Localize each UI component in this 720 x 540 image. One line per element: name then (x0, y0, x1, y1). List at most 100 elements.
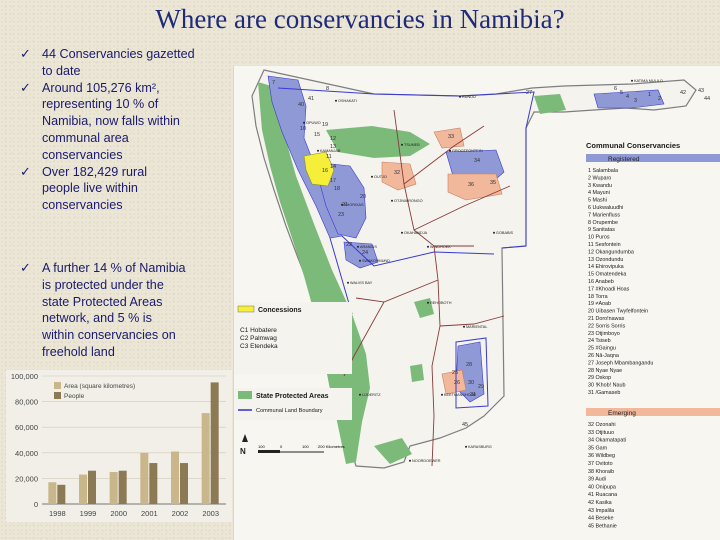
town-label: KEETMANSHOOP (444, 393, 477, 397)
protected-legend: State Protected Areas Communal Land Boun… (234, 388, 352, 420)
checkmark-icon: ✓ (20, 163, 31, 179)
town-marker (303, 121, 305, 124)
emerging-item: 33 Otjituuo (588, 430, 614, 436)
bullet-item: ✓ Around 105,276 km², representing 10 % … (20, 79, 180, 162)
emerging-item: 34 Okamatapati (588, 438, 626, 444)
communal-legend: Communal Conservancies Registered 1 Sala… (586, 141, 720, 529)
bar-area-2001 (140, 452, 149, 504)
town-labels: OSHAKATI RUNDU KATIMA MULILO OUTJO TSUMEB GRO… (303, 79, 663, 463)
region-number: 13 (330, 144, 336, 150)
town-marker (449, 149, 451, 152)
scale-label: 100 (302, 444, 309, 449)
bar-chart-svg: 0 20,000 40,000 60,000 80,000 100,000 1998 1999… (6, 370, 232, 522)
protected-label: State Protected Areas (256, 393, 329, 400)
registered-item: 12 Okangundumba (588, 249, 634, 255)
registered-item: 26 Nâ-Jaqna (588, 353, 619, 359)
registered-item: 13 Ozondundu (588, 257, 623, 263)
x-tick-label: 1999 (80, 509, 97, 518)
region-number: 29 (478, 384, 484, 390)
concession-c2: C2 Palmwag (240, 335, 277, 342)
region-number: 21 (342, 202, 348, 208)
region-number: 6 (614, 86, 617, 92)
town-marker (341, 203, 343, 206)
region-number: 1 (648, 92, 651, 98)
town-label: KHORIXAS (344, 203, 364, 207)
bullet-list: ✓ 44 Conservancies gazetted to date ✓ Ar… (8, 46, 230, 361)
town-label: GROOTFONTEIN (452, 149, 483, 153)
bar-people-1999 (88, 470, 96, 504)
bar-people-2000 (118, 470, 127, 504)
region-number: 25 (452, 370, 458, 376)
bar-area-2003 (201, 413, 210, 504)
kalahari-park (410, 364, 424, 382)
registered-item: 4 Mayuni (588, 190, 610, 196)
southern-park (374, 438, 412, 464)
y-tick-label: 100,000 (11, 372, 38, 381)
region-number: 31 (470, 392, 476, 398)
bullet-item: ✓ A further 14 % of Namibia is protected… (20, 259, 186, 359)
region-number: 16 (322, 168, 328, 174)
emerging-item: 45 Bethanie (588, 523, 617, 529)
town-marker (427, 245, 429, 248)
east-park (414, 298, 434, 318)
region-number: 33 (448, 134, 454, 140)
town-label: TSUMEB (404, 143, 420, 147)
town-marker (409, 459, 411, 462)
registered-item: 3 Kwandu (588, 183, 612, 189)
region-number: 22 (346, 242, 352, 248)
town-label: OUTJO (374, 175, 387, 179)
checkmark-icon: ✓ (20, 46, 31, 61)
x-tick-label: 2001 (141, 509, 158, 518)
region-number: 7 (272, 80, 275, 86)
registered-item: 9 Sanitatas (588, 227, 615, 233)
registered-item: 16 Anabeb (588, 279, 614, 285)
region-number: 2 (658, 96, 661, 102)
emerging-north (433, 127, 465, 149)
region-number: 36 (468, 182, 474, 188)
emerging-central (381, 161, 417, 191)
y-tick-label: 80,000 (15, 398, 38, 407)
bar-people-2003 (210, 382, 219, 504)
bar-people-1998 (57, 484, 66, 504)
bullet-item: ✓ Over 182,429 rural people live within … (20, 163, 148, 213)
concessions-swatch (237, 305, 255, 313)
bar-area-2002 (171, 451, 179, 504)
town-label: OTJIWARONGO (394, 199, 423, 203)
town-label: KAMANJAB (320, 149, 341, 153)
town-marker (463, 325, 465, 328)
region-number: 32 (394, 170, 400, 176)
concessions-title: Concessions (258, 307, 302, 314)
emerging-south (441, 369, 467, 395)
town-label: GOBABIS (496, 231, 514, 235)
registered-caprivi (593, 89, 665, 109)
region-number: 24 (362, 250, 368, 256)
town-label: OKAHANDJA (404, 231, 428, 235)
town-marker (427, 301, 429, 304)
bullet-item: ✓ 44 Conservancies gazetted to date (20, 46, 195, 78)
region-number: 14 (330, 164, 336, 170)
registered-item: 20 Uibasen Twyfelfontein (588, 309, 648, 315)
town-marker (357, 245, 359, 248)
emerging-item: 44 Beseke (588, 516, 613, 522)
concession-c1: C1 Hobatere (240, 327, 277, 334)
emerging-item: 37 Ovitoto (588, 461, 613, 467)
registered-item: 17 #Khoadi Hoas (588, 286, 630, 292)
region-number: 34 (474, 158, 480, 164)
emerging-label: Emerging (608, 410, 636, 417)
town-label: LÜDERITZ (362, 393, 381, 397)
communal-legend-title: Communal Conservancies (586, 141, 680, 150)
emerging-item: 42 Kasika (588, 500, 612, 506)
town-marker (359, 393, 361, 396)
legend-swatch (54, 392, 61, 399)
bar-area-1999 (79, 474, 87, 504)
emerging-item: 39 Audi (588, 477, 606, 483)
region-number: 30 (468, 380, 474, 386)
region-number: 43 (698, 88, 704, 94)
town-label: RUNDU (462, 95, 476, 99)
scale-label: 200 Kilometres (318, 444, 345, 449)
registered-swatch (586, 154, 720, 162)
town-marker (465, 445, 467, 448)
town-marker (631, 79, 633, 82)
